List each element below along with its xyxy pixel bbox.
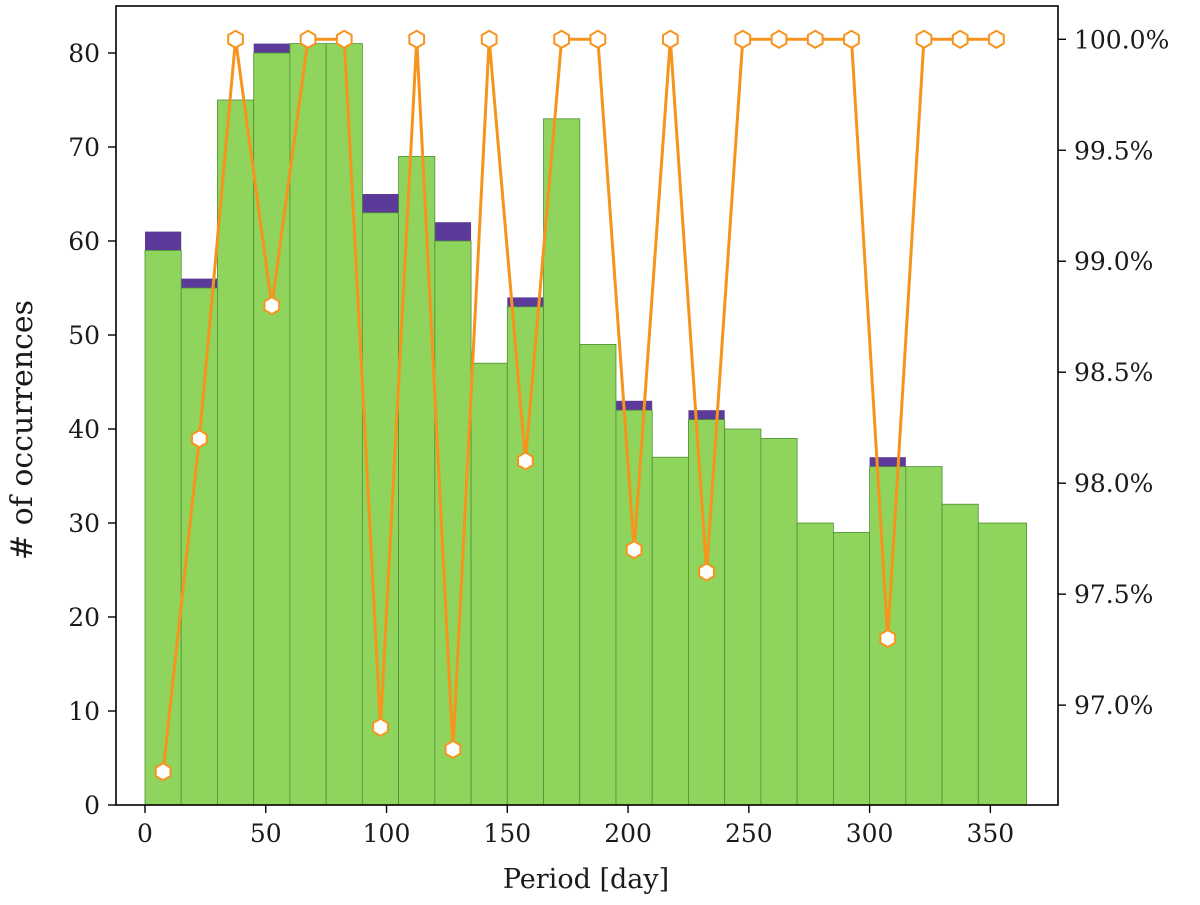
y2-tick-label: 99.0% — [1074, 247, 1153, 276]
y-tick-label: 0 — [84, 791, 100, 820]
y-tick-label: 40 — [68, 415, 100, 444]
histogram-bar — [579, 343, 617, 806]
histogram-bar — [905, 466, 943, 806]
y2-tick-label: 98.5% — [1074, 358, 1153, 387]
histogram-bar — [289, 43, 327, 806]
line-marker — [190, 429, 208, 449]
x-tick-label: 350 — [967, 819, 1015, 848]
y-tick-label: 80 — [68, 39, 100, 68]
histogram-bar — [688, 419, 726, 806]
y2-tick-label: 97.0% — [1074, 691, 1153, 720]
y-tick-label: 20 — [68, 603, 100, 632]
histogram-bar — [253, 52, 291, 806]
line-marker — [154, 762, 172, 782]
x-axis-title: Period [day] — [503, 864, 669, 895]
histogram-bar — [615, 409, 653, 806]
y2-tick-label: 97.5% — [1074, 580, 1153, 609]
percentage-line — [161, 37, 997, 772]
line-marker — [915, 29, 933, 49]
line-marker — [444, 739, 462, 760]
line-marker — [734, 29, 752, 49]
bars-layer — [144, 43, 1027, 806]
x-tick-label: 100 — [363, 819, 411, 848]
y2-tick-label: 100.0% — [1074, 25, 1169, 54]
x-tick-label: 300 — [846, 819, 894, 848]
histogram-bar — [724, 428, 762, 806]
line-marker — [480, 29, 498, 49]
line-marker — [879, 628, 897, 649]
histogram-bar — [144, 249, 182, 806]
histogram-bar — [760, 437, 798, 806]
line-marker — [299, 29, 317, 49]
histogram-bar — [506, 306, 544, 806]
line-marker — [335, 29, 353, 49]
x-tick-label: 50 — [250, 819, 282, 848]
y-tick-label: 10 — [68, 697, 100, 726]
line-marker — [517, 451, 534, 471]
line-marker — [372, 717, 389, 737]
line-marker — [843, 29, 860, 49]
plot-frame — [115, 5, 1059, 806]
line-layer — [154, 29, 1005, 782]
y-tick-label: 30 — [68, 509, 100, 538]
histogram-bar — [832, 532, 870, 806]
line-marker — [698, 562, 715, 582]
histogram-bar — [941, 503, 979, 806]
line-marker — [806, 29, 824, 49]
histogram-bar — [217, 99, 255, 806]
y-tick-label: 60 — [68, 227, 100, 256]
x-tick-label: 0 — [137, 819, 153, 848]
histogram-bar — [651, 456, 689, 806]
y2-tick-label: 99.5% — [1074, 136, 1153, 165]
histogram-bar — [977, 522, 1027, 806]
line-marker — [263, 295, 281, 316]
y-tick-label: 50 — [68, 321, 100, 350]
line-marker — [625, 540, 643, 560]
line-marker — [589, 29, 607, 49]
histogram-bar — [796, 522, 834, 806]
line-marker — [553, 29, 570, 49]
axes-layer: 0 50 100 150 200 250 300 350 0 10 20 30 40 50 60 70 80 97… — [68, 5, 1169, 848]
line-marker — [408, 29, 426, 49]
line-marker — [227, 29, 244, 49]
histogram-bar — [543, 118, 581, 806]
y-axis-title: # of occurrences — [5, 300, 40, 560]
x-tick-label: 200 — [604, 819, 652, 848]
line-marker — [661, 29, 679, 49]
histogram-bar — [325, 43, 363, 806]
line-marker — [770, 29, 788, 49]
y2-tick-label: 98.0% — [1074, 469, 1153, 498]
line-marker — [951, 29, 969, 49]
x-tick-label: 150 — [483, 819, 531, 848]
line-marker — [988, 29, 1005, 49]
x-tick-label: 250 — [725, 819, 773, 848]
y-tick-label: 70 — [68, 133, 100, 162]
histogram-bar — [470, 362, 508, 806]
